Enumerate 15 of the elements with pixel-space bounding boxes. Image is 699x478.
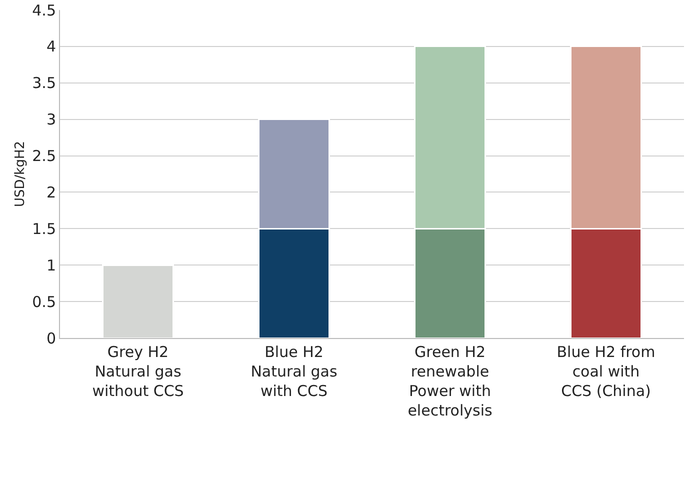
y-tick-label: 0.5 — [32, 292, 56, 311]
y-tick-label: 2 — [46, 183, 56, 202]
y-tick-label: 4.5 — [32, 1, 56, 20]
y-tick-label: 3 — [46, 110, 56, 129]
y-tick-label: 3.5 — [32, 74, 56, 92]
x-tick-label: Blue H2 from coal with CCS (China) — [556, 343, 656, 400]
x-tick-label: Green H2 renewable Power with electrolysis — [408, 343, 492, 420]
y-tick-label: 2.5 — [32, 147, 56, 166]
y-tick-label: 4 — [46, 38, 56, 56]
x-tick-label: Grey H2 Natural gas without CCS — [92, 343, 184, 400]
y-axis-title: USD/kgH2 — [13, 141, 28, 207]
x-tick-label: Blue H2 Natural gas with CCS — [250, 343, 338, 400]
y-tick-label: 0 — [46, 329, 56, 348]
y-tick-label: 1.5 — [32, 220, 56, 238]
y-tick-label: 1 — [46, 256, 56, 274]
